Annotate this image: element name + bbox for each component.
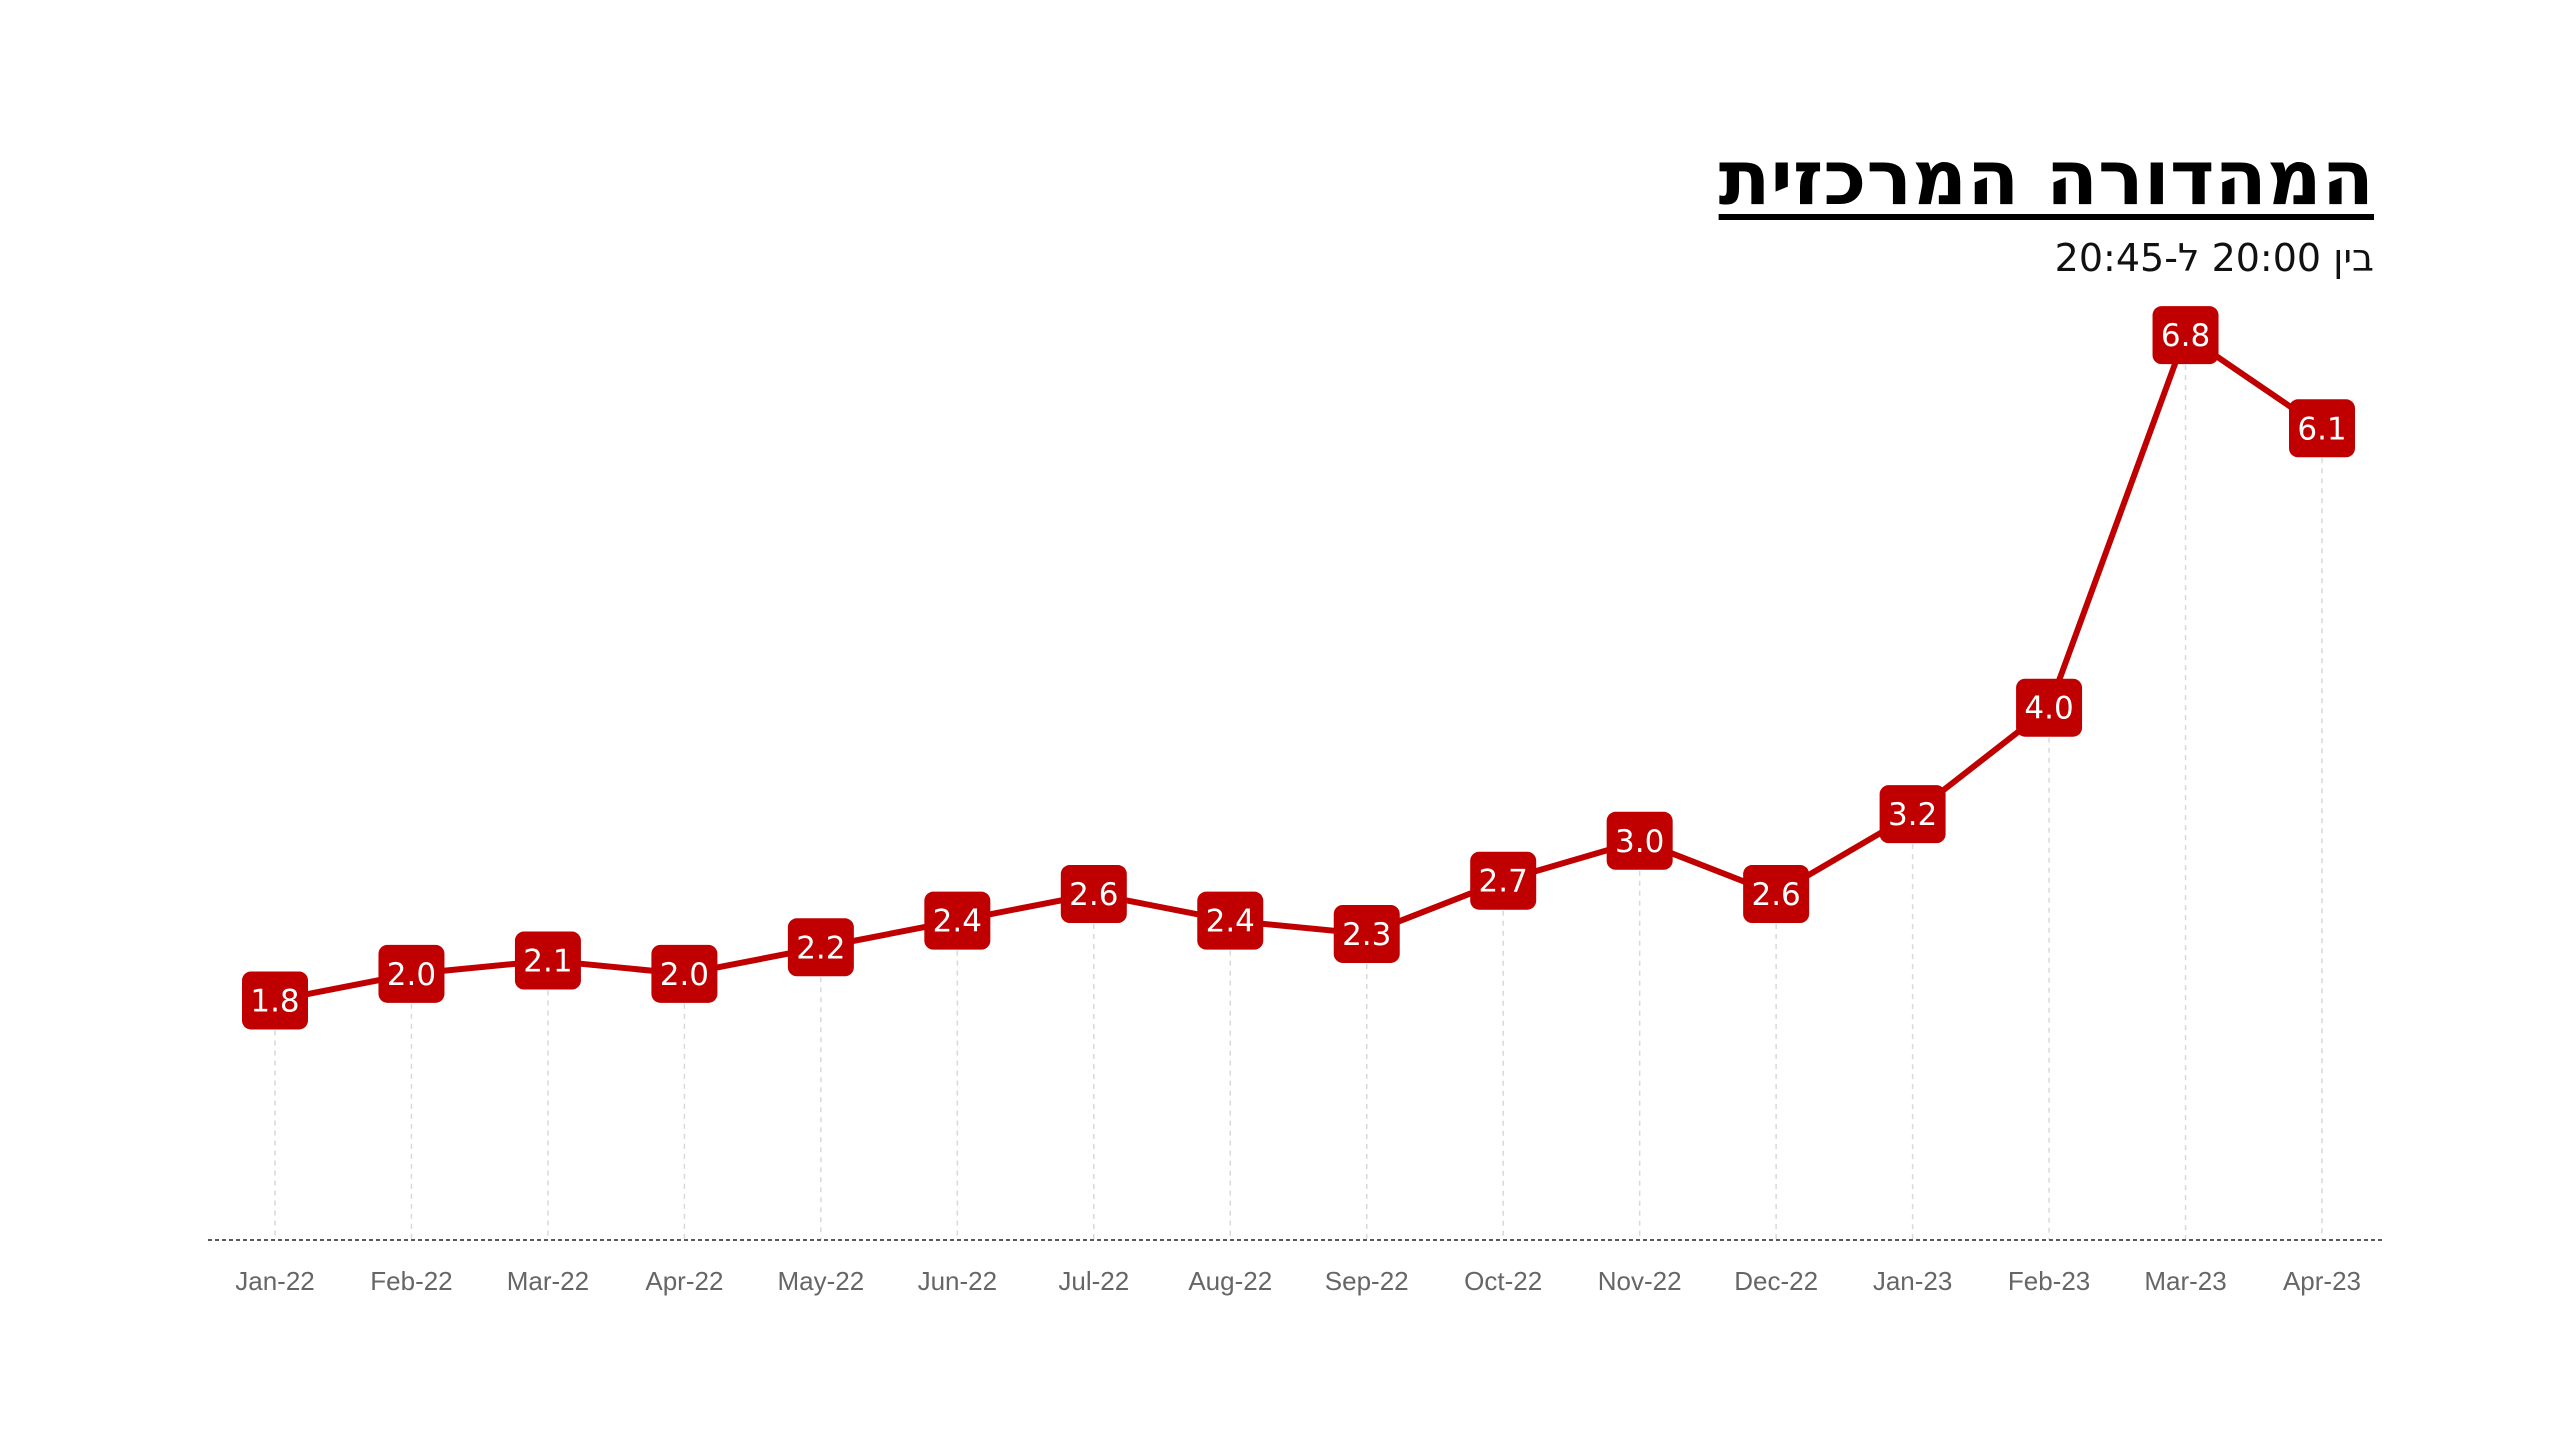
data-point: 6.1 xyxy=(2289,399,2355,458)
x-tick-label: Sep-22 xyxy=(1325,1266,1409,1296)
data-point-label: 2.1 xyxy=(523,944,572,980)
data-point-label: 2.6 xyxy=(1069,877,1118,913)
data-point: 2.6 xyxy=(1743,865,1810,924)
x-tick-label: Apr-22 xyxy=(645,1266,723,1296)
x-tick-label: Jan-23 xyxy=(1873,1266,1953,1296)
data-point: 4.0 xyxy=(2016,678,2083,737)
chart-subtitle: בין 20:00 ל-20:45 xyxy=(2054,236,2374,280)
data-point-marker xyxy=(1060,865,1127,924)
data-point-labels: 1.8 2.0 2.1 2.0 2.2 2.4 2.6 2.4 2.3 2.7 3.0 2.6 3.2 4… xyxy=(242,306,2355,1030)
data-point-marker xyxy=(1606,811,1673,870)
x-tick-label: Nov-22 xyxy=(1598,1266,1682,1296)
data-point-label: 6.8 xyxy=(2161,318,2210,354)
data-point-label: 4.0 xyxy=(2024,691,2073,727)
data-point-marker xyxy=(651,944,718,1003)
data-point-label: 2.0 xyxy=(387,957,436,993)
data-point-label: 2.4 xyxy=(1206,904,1255,940)
data-point: 2.0 xyxy=(378,944,445,1003)
data-point-marker xyxy=(2016,678,2083,737)
data-point-label: 3.2 xyxy=(1888,797,1937,833)
data-point-marker xyxy=(924,891,991,950)
data-point: 1.8 xyxy=(242,971,308,1030)
x-tick-label: Mar-23 xyxy=(2144,1266,2226,1296)
data-point-marker xyxy=(1879,785,1946,844)
x-tick-label: May-22 xyxy=(778,1266,865,1296)
x-tick-label: Feb-23 xyxy=(2008,1266,2090,1296)
data-point-label: 2.6 xyxy=(1751,877,1800,913)
x-tick-label: Mar-22 xyxy=(507,1266,589,1296)
data-point-label: 2.0 xyxy=(660,957,709,993)
x-tick-label: Apr-23 xyxy=(2283,1266,2361,1296)
data-point-marker xyxy=(514,931,581,990)
data-point-marker xyxy=(242,971,308,1030)
data-point: 2.2 xyxy=(787,918,854,977)
chart-title: המהדורה המרכזית xyxy=(1718,133,2374,222)
data-point-marker xyxy=(1743,865,1810,924)
data-point: 2.4 xyxy=(924,891,991,950)
data-point-marker xyxy=(2152,306,2219,365)
data-point-label: 2.2 xyxy=(796,930,845,966)
x-tick-label: Jul-22 xyxy=(1058,1266,1129,1296)
data-point-marker xyxy=(1470,851,1537,910)
data-point-label: 3.0 xyxy=(1615,824,1664,860)
data-point: 2.0 xyxy=(651,944,718,1003)
data-point-marker xyxy=(2289,399,2355,458)
data-point: 2.1 xyxy=(514,931,581,990)
gridlines xyxy=(274,335,2323,1240)
data-point-label: 2.7 xyxy=(1479,864,1528,900)
data-point: 3.2 xyxy=(1879,785,1946,844)
x-tick-label: Jun-22 xyxy=(918,1266,998,1296)
data-point-marker xyxy=(1197,891,1264,950)
data-point-label: 2.4 xyxy=(933,904,982,940)
x-tick-label: Oct-22 xyxy=(1464,1266,1542,1296)
data-point-marker xyxy=(378,944,445,1003)
data-point: 6.8 xyxy=(2152,306,2219,365)
data-point: 2.7 xyxy=(1470,851,1537,910)
data-point: 3.0 xyxy=(1606,811,1673,870)
data-point: 2.6 xyxy=(1060,865,1127,924)
x-tick-label: Aug-22 xyxy=(1188,1266,1272,1296)
x-tick-label: Feb-22 xyxy=(370,1266,452,1296)
data-point-label: 6.1 xyxy=(2297,411,2346,447)
data-point: 2.4 xyxy=(1197,891,1264,950)
data-point-marker xyxy=(787,918,854,977)
data-point-label: 2.3 xyxy=(1342,917,1391,953)
x-tick-labels: Jan-22 Feb-22 Mar-22 Apr-22 May-22 Jun-22 Jul-… xyxy=(235,1266,2361,1296)
data-point-label: 1.8 xyxy=(250,983,299,1019)
series-line xyxy=(274,332,2324,1004)
data-point: 2.3 xyxy=(1333,904,1400,963)
x-tick-label: Jan-22 xyxy=(235,1266,315,1296)
x-tick-label: Dec-22 xyxy=(1734,1266,1818,1296)
data-point-marker xyxy=(1333,904,1400,963)
